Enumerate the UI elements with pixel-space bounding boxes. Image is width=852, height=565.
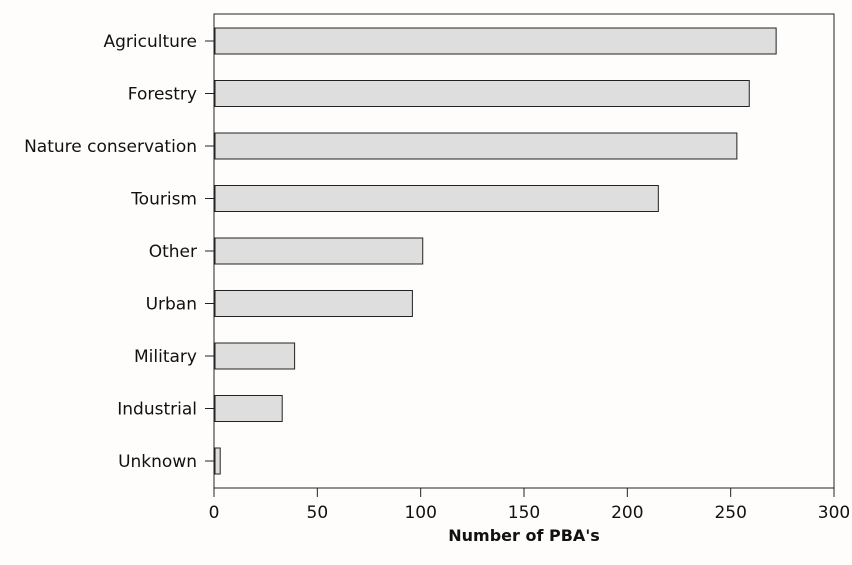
x-axis-title: Number of PBA's	[448, 526, 599, 545]
x-axis-ticks: 0 50 100 150 200 250 300	[209, 488, 850, 523]
y-tick-label-nature-conservation: Nature conservation	[24, 137, 197, 157]
bar-military	[214, 342, 296, 370]
x-tick-label-100: 100	[404, 503, 436, 523]
bar-industrial	[214, 395, 283, 422]
x-tick-label-150: 150	[508, 503, 540, 523]
y-tick-label-forestry: Forestry	[128, 85, 197, 105]
y-tick-label-urban: Urban	[146, 295, 197, 315]
y-tick-label-unknown: Unknown	[118, 452, 197, 472]
bar-forestry	[214, 80, 750, 107]
bar-unknown	[214, 447, 221, 475]
bar-nature-conservation	[214, 132, 738, 160]
x-tick-label-300: 300	[818, 503, 850, 523]
bar-urban	[214, 290, 413, 317]
y-axis-ticks: Agriculture Forestry Nature conservation To…	[24, 32, 214, 472]
bars-group	[214, 27, 777, 475]
x-tick-label-250: 250	[714, 503, 746, 523]
y-tick-label-military: Military	[134, 347, 197, 367]
bar-other	[214, 237, 424, 265]
x-tick-label-0: 0	[209, 503, 220, 523]
y-tick-label-agriculture: Agriculture	[104, 32, 198, 52]
y-tick-label-other: Other	[149, 242, 197, 262]
x-tick-label-200: 200	[611, 503, 643, 523]
x-tick-label-50: 50	[307, 503, 329, 523]
plot-frame	[213, 13, 835, 489]
y-tick-label-tourism: Tourism	[130, 190, 197, 210]
bar-agriculture	[214, 27, 777, 55]
bar-tourism	[214, 185, 659, 212]
y-tick-label-industrial: Industrial	[117, 400, 197, 420]
